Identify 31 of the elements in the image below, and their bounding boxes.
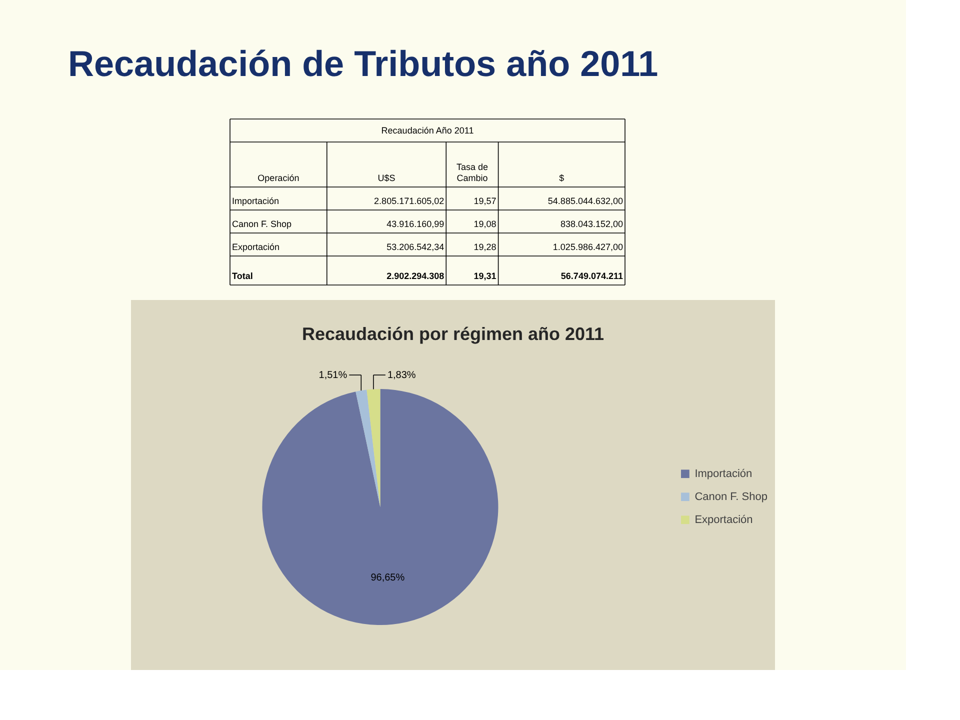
category-label: Operación <box>258 173 300 183</box>
category-label: $ <box>559 173 564 183</box>
text: Recaudación de Tributos año 2011 <box>68 43 658 84</box>
text: 19,31 <box>474 271 496 281</box>
legend-label: Canon F. Shop <box>694 490 768 503</box>
text: 53.206.542,34 <box>386 242 444 252</box>
text: 2.805.171.605,02 <box>374 196 444 206</box>
chart-title: Recaudación por régimen año 2011 <box>302 324 604 344</box>
text: 19,28 <box>474 242 496 252</box>
text: Recaudación Año 2011 <box>381 126 474 136</box>
data-label: 1,51% <box>318 370 348 381</box>
text: 19,08 <box>474 219 496 229</box>
data-label: 96,65% <box>370 572 405 584</box>
text: 43.916.160,99 <box>386 219 444 229</box>
text: Canon F. Shop <box>232 219 292 229</box>
text: 2.902.294.308 <box>386 271 444 281</box>
pie-slice <box>262 389 498 625</box>
data-label: 1,83% <box>387 370 416 381</box>
text: 19,57 <box>474 196 496 206</box>
text: 54.885.044.632,00 <box>548 196 623 206</box>
text: 1.025.986.427,00 <box>552 242 623 252</box>
category-label: U$S <box>378 173 396 183</box>
pie-slice <box>356 390 380 507</box>
legend-label: Exportación <box>694 514 753 526</box>
text: Total <box>232 271 253 281</box>
text: Importación <box>232 196 280 206</box>
text: Exportación <box>232 242 280 252</box>
text: 838.043.152,00 <box>560 219 623 229</box>
legend-label: Importación <box>694 468 752 480</box>
text: 56.749.074.211 <box>560 271 623 281</box>
category-label: Tasa de Cambio <box>456 162 488 183</box>
